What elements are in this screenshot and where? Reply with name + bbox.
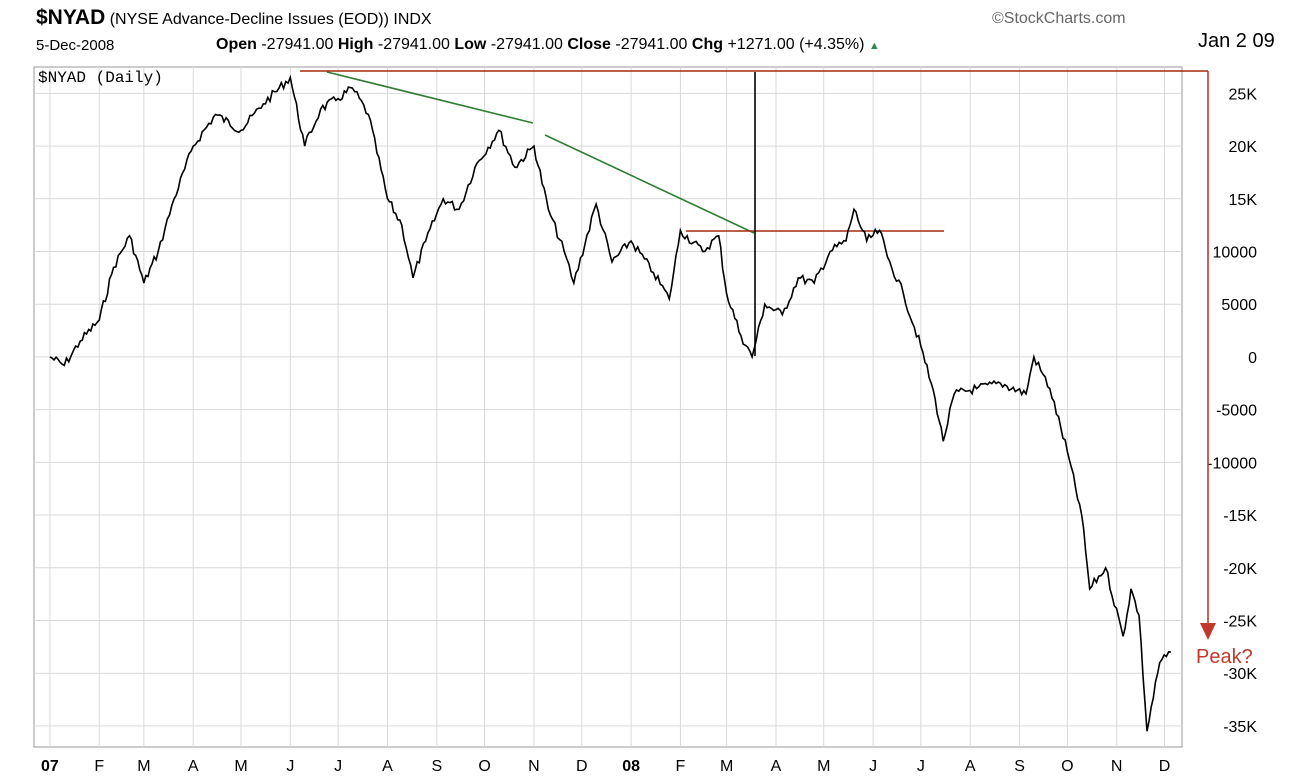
price-series-line <box>49 74 1171 732</box>
x-tick-label: N <box>1111 758 1123 775</box>
x-tick-label: J <box>869 758 877 775</box>
x-tick-label: O <box>478 758 490 775</box>
x-tick-label: M <box>234 758 247 775</box>
y-tick-label: -15K <box>1223 508 1257 525</box>
symbol-description: (NYSE Advance-Decline Issues (EOD)) INDX <box>109 11 432 28</box>
x-tick-label: J <box>286 758 294 775</box>
x-tick-label: J <box>917 758 925 775</box>
x-tick-label: D <box>576 758 588 775</box>
x-tick-label: A <box>382 758 393 775</box>
chg-label: Chg <box>691 36 723 53</box>
y-tick-label: 25K <box>1229 86 1258 103</box>
grid-layer <box>34 67 1182 747</box>
x-tick-label: M <box>720 758 733 775</box>
y-axis-ticks: 25K 20K 15K 10000 5000 0 -5000 -10000 -15K -20K -2… <box>1207 86 1257 736</box>
close-label: Close <box>567 36 611 53</box>
arrow-down-icon <box>1200 623 1216 640</box>
x-tick-label: N <box>528 758 540 775</box>
open-label: Open <box>216 36 257 53</box>
y-tick-label: 5000 <box>1221 297 1257 314</box>
x-tick-label: J <box>334 758 342 775</box>
annotation-date-label: Jan 2 09 <box>1198 30 1275 52</box>
x-tick-label: O <box>1061 758 1073 775</box>
y-tick-label: -5000 <box>1216 403 1257 420</box>
x-tick-label: M <box>817 758 830 775</box>
x-tick-label: S <box>1014 758 1025 775</box>
x-tick-label: A <box>965 758 976 775</box>
trendline-lower <box>544 134 755 234</box>
y-tick-label: 10000 <box>1213 244 1258 261</box>
low-value: -27941.00 <box>490 36 563 53</box>
up-arrow-icon: ▲ <box>868 40 880 52</box>
y-tick-label: 20K <box>1229 139 1258 156</box>
chg-value: +1271.00 (+4.35%) <box>727 36 865 53</box>
y-tick-label: -10000 <box>1207 455 1257 472</box>
chart-title: $NYAD (Daily) <box>38 69 163 87</box>
y-tick-label: -30K <box>1223 666 1257 683</box>
brand-label: ©StockCharts.com <box>992 10 1126 27</box>
high-label: High <box>337 36 374 53</box>
chart-header-title: $NYAD (NYSE Advance-Decline Issues (EOD)… <box>36 6 432 30</box>
x-tick-label: 08 <box>622 758 640 775</box>
x-tick-label: M <box>137 758 150 775</box>
x-axis-ticks: 07 F M A M J J A S O N D 08 F M A M J J A S O N D <box>41 758 1170 775</box>
y-tick-label: -20K <box>1223 561 1257 578</box>
x-tick-label: A <box>188 758 199 775</box>
quote-date: 5-Dec-2008 <box>36 37 115 54</box>
x-tick-label: A <box>771 758 782 775</box>
x-tick-label: F <box>94 758 104 775</box>
ohlc-bar: Open -27941.00 High -27941.00 Low -27941… <box>216 36 880 54</box>
open-value: -27941.00 <box>261 36 334 53</box>
x-tick-label: S <box>431 758 442 775</box>
plot-area <box>33 66 1183 748</box>
y-tick-label: 0 <box>1248 350 1257 367</box>
high-value: -27941.00 <box>377 36 450 53</box>
y-tick-label: 15K <box>1229 192 1258 209</box>
x-tick-label: 07 <box>41 758 59 775</box>
y-tick-label: -25K <box>1223 613 1257 630</box>
close-value: -27941.00 <box>615 36 688 53</box>
x-tick-label: F <box>676 758 686 775</box>
x-tick-label: D <box>1159 758 1171 775</box>
annotation-peak-label: Peak? <box>1196 646 1253 668</box>
y-tick-label: -35K <box>1223 719 1257 736</box>
trendline-upper <box>326 71 534 124</box>
low-label: Low <box>454 36 487 53</box>
symbol-label: $NYAD <box>36 6 106 29</box>
